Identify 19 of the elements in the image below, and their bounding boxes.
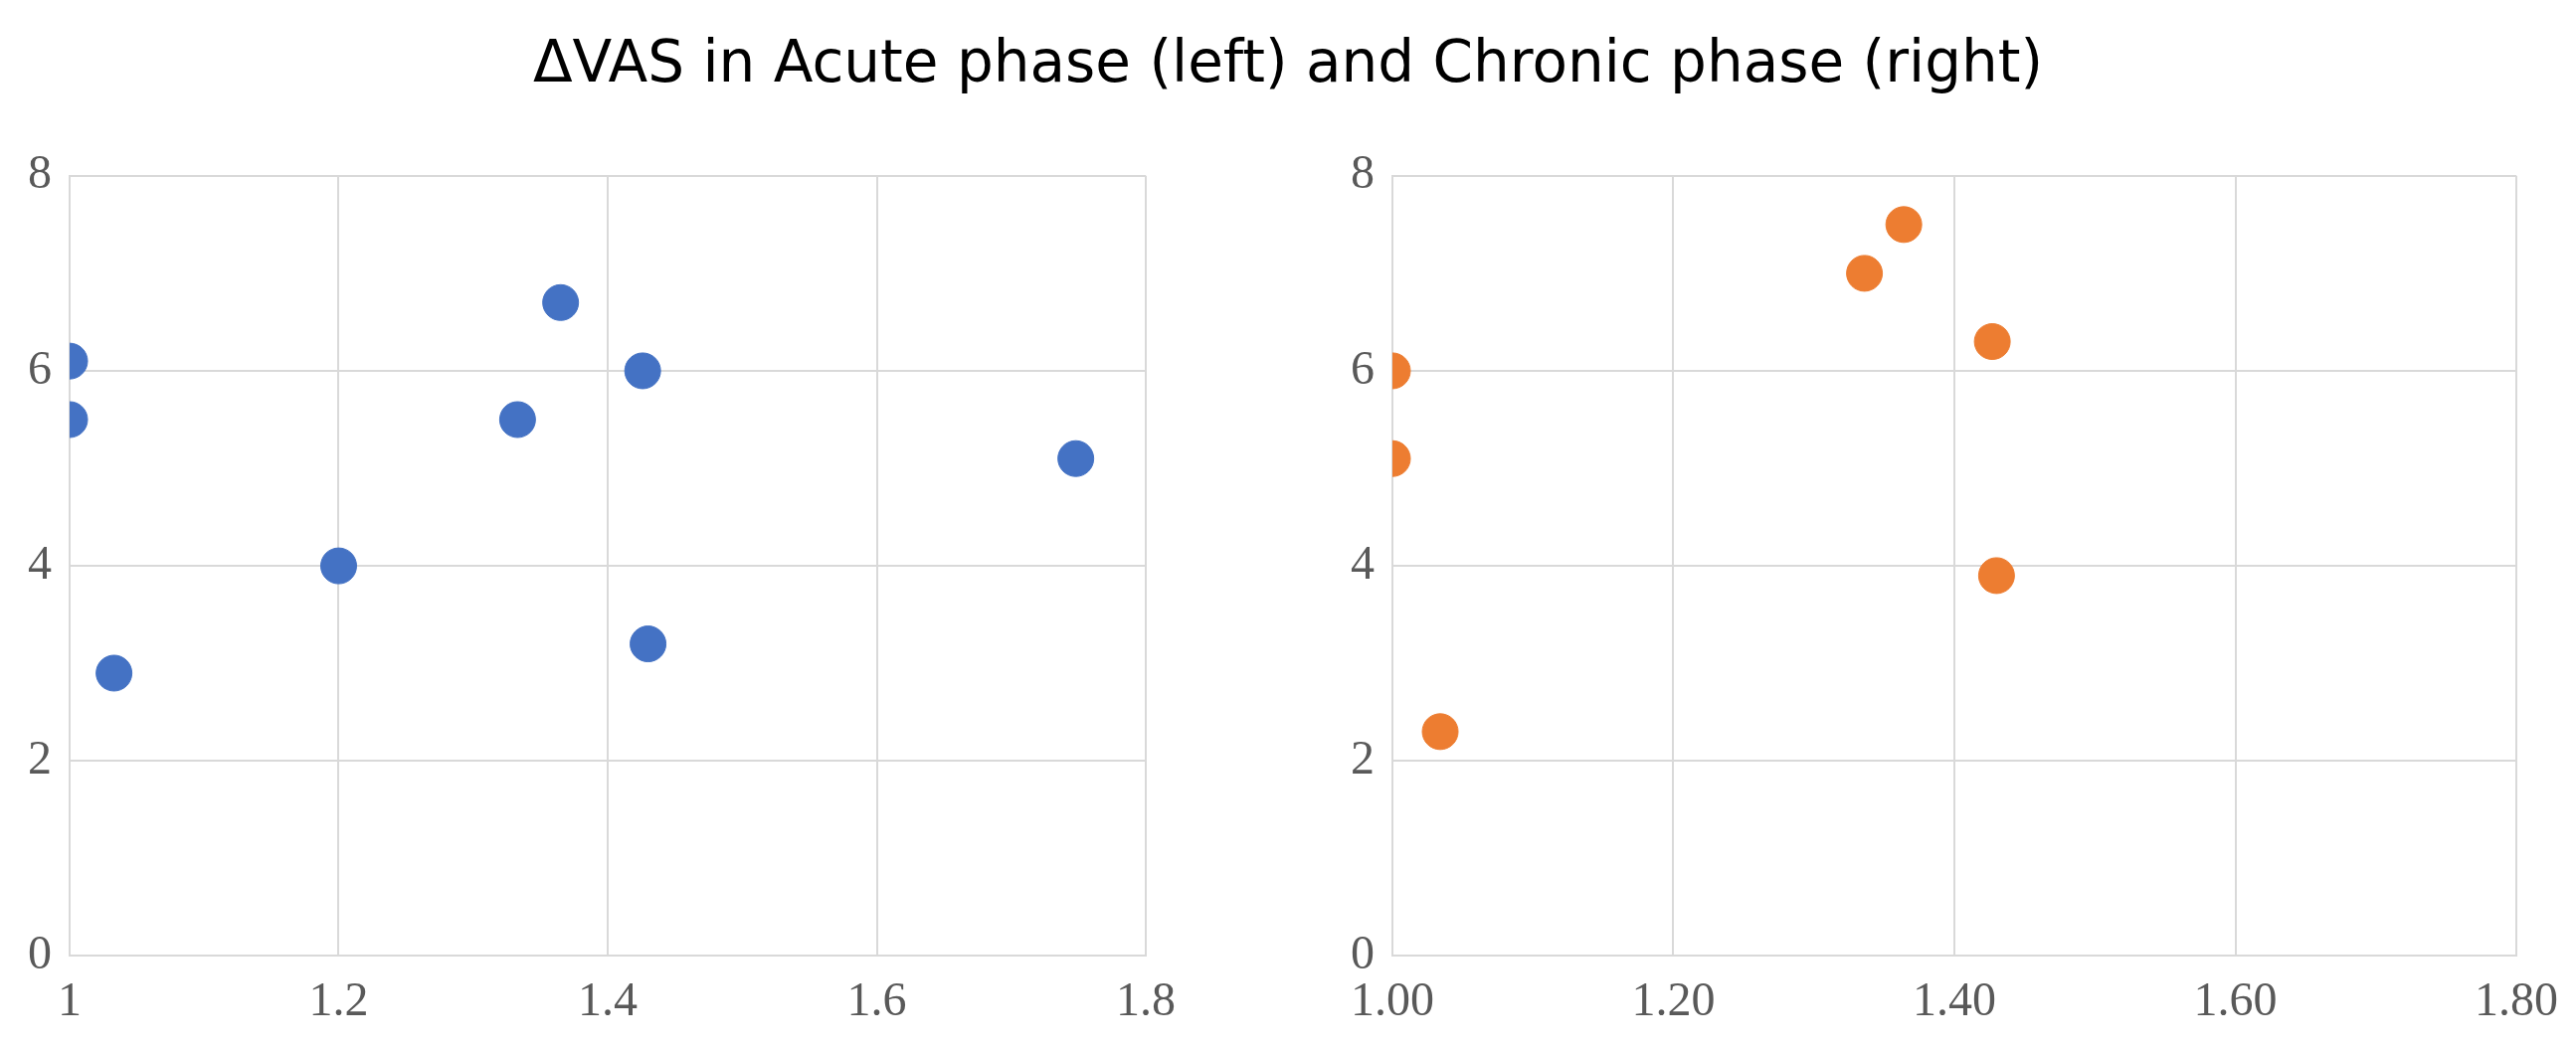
x-tick-label: 1.40: [1913, 971, 1996, 1025]
y-tick-label: 6: [1351, 340, 1375, 394]
y-tick-label: 8: [28, 145, 52, 199]
x-tick-label: 1.8: [1116, 971, 1176, 1025]
x-tick-label: 1.6: [846, 971, 907, 1025]
y-tick-label: 2: [1351, 730, 1375, 784]
y-tick-label: 4: [28, 535, 52, 589]
y-tick-label: 8: [1351, 145, 1375, 199]
x-tick-label: 1.80: [2475, 971, 2558, 1025]
x-tick-label: 1: [58, 971, 82, 1025]
y-tick-label: 2: [28, 730, 52, 784]
text: ΔVAS in Acute phase (left) and Chronic phase (right): [531, 28, 2045, 95]
x-tick-label: 1.2: [308, 971, 369, 1025]
y-tick-label: 6: [28, 340, 52, 394]
x-tick-label: 1.60: [2193, 971, 2278, 1025]
y-tick-label: 0: [28, 926, 52, 979]
y-tick-label: 4: [1351, 535, 1375, 589]
x-tick-label: 1.20: [1631, 971, 1716, 1025]
x-tick-label: 1.4: [578, 971, 638, 1025]
